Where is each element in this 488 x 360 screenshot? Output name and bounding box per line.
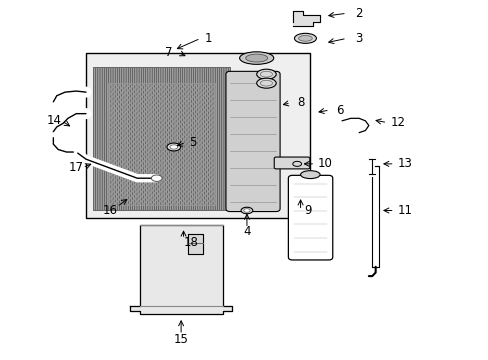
Text: 15: 15 — [173, 333, 188, 346]
Ellipse shape — [166, 143, 180, 151]
Text: 5: 5 — [189, 136, 197, 149]
Ellipse shape — [169, 145, 177, 149]
Bar — [93, 67, 229, 211]
Text: 7: 7 — [165, 46, 172, 59]
Text: 12: 12 — [390, 116, 405, 129]
Text: 16: 16 — [102, 204, 118, 217]
FancyBboxPatch shape — [225, 71, 280, 212]
Text: 6: 6 — [335, 104, 343, 117]
Ellipse shape — [151, 175, 162, 181]
Ellipse shape — [300, 171, 320, 179]
Polygon shape — [130, 225, 232, 315]
Ellipse shape — [292, 161, 301, 166]
Text: 14: 14 — [47, 114, 61, 127]
Text: 1: 1 — [204, 32, 211, 45]
Bar — [86, 53, 310, 218]
Text: 11: 11 — [397, 204, 412, 217]
Ellipse shape — [244, 209, 249, 212]
Text: 13: 13 — [397, 157, 412, 170]
Ellipse shape — [241, 207, 252, 214]
Ellipse shape — [294, 33, 316, 43]
Ellipse shape — [245, 54, 267, 62]
Text: 9: 9 — [304, 204, 311, 217]
Text: 10: 10 — [317, 157, 332, 170]
Ellipse shape — [256, 78, 276, 88]
Polygon shape — [293, 12, 320, 26]
Ellipse shape — [256, 69, 276, 79]
Ellipse shape — [239, 52, 273, 64]
Ellipse shape — [298, 36, 312, 41]
Text: 3: 3 — [355, 32, 362, 45]
Bar — [108, 83, 215, 205]
Text: 2: 2 — [355, 7, 362, 20]
Bar — [371, 166, 378, 267]
Text: 17: 17 — [69, 161, 83, 174]
Polygon shape — [188, 234, 203, 253]
Text: 4: 4 — [243, 225, 250, 238]
FancyBboxPatch shape — [274, 157, 309, 169]
FancyBboxPatch shape — [288, 175, 332, 260]
Text: 18: 18 — [183, 236, 198, 249]
Text: 8: 8 — [296, 96, 304, 109]
